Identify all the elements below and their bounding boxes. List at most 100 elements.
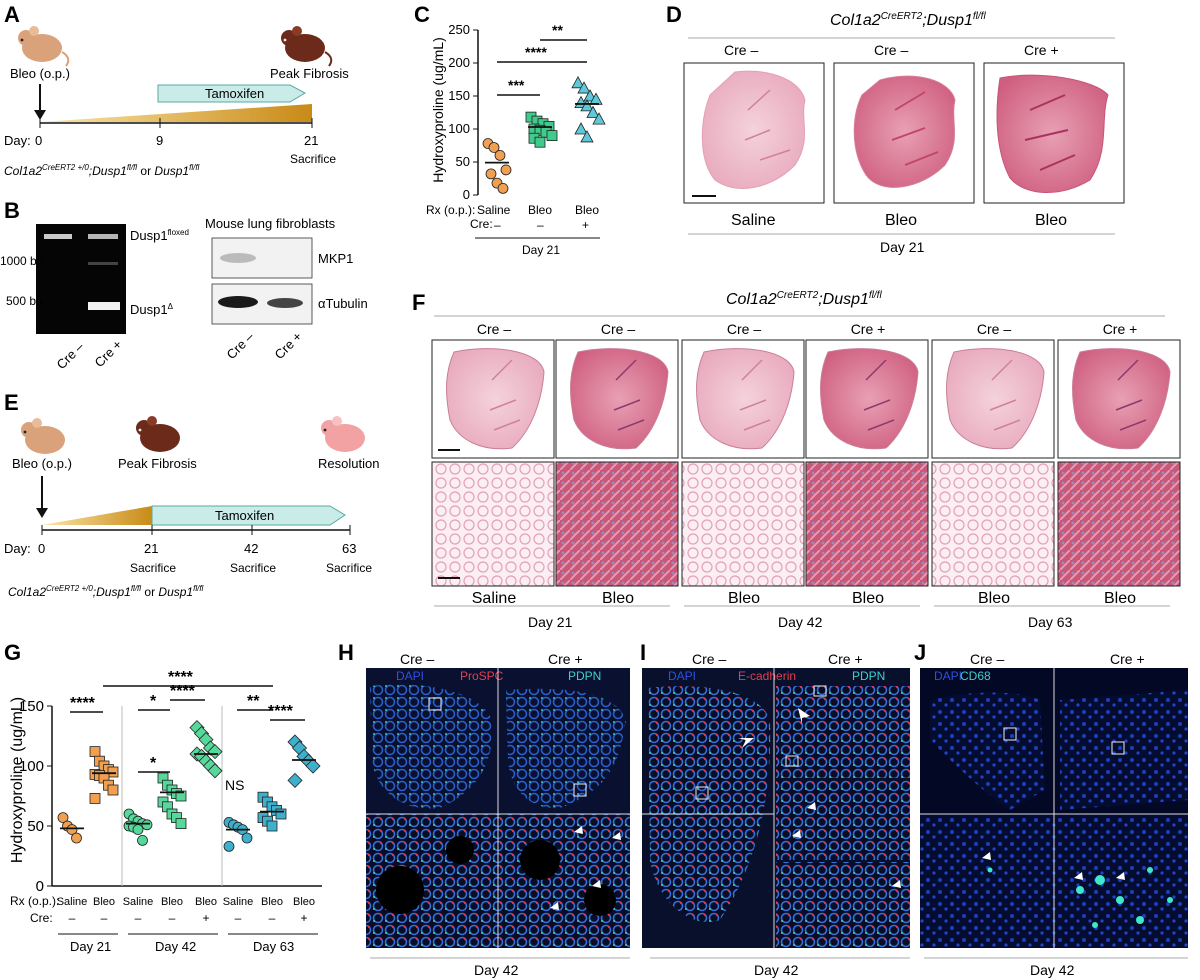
e-resolution-label: Resolution (318, 456, 379, 471)
chart-c-cre-3: + (582, 218, 589, 232)
chart-g-categories: Saline – Bleo – Saline – Bleo – Bleo + Saline – Bleo… (57, 896, 315, 925)
airway (863, 359, 895, 431)
day-9: 9 (156, 133, 163, 148)
i-day: Day 42 (754, 962, 799, 978)
data-point (132, 824, 144, 835)
wb-title: Mouse lung fibroblasts (205, 216, 336, 231)
data-point (175, 790, 187, 802)
i-col-2: Cre + (828, 651, 863, 667)
arrowhead-icon (34, 110, 46, 120)
panel-c: C Hydroxyproline (ug/mL) 0 50 100 150 200 250… (414, 2, 606, 257)
panel-e: E Bleo (o.p.) Peak Fibrosis Resolution T… (4, 390, 379, 599)
zoom-box (1003, 727, 1017, 741)
f-col-header: Cre – (977, 321, 1011, 337)
y-tick-label: 50 (456, 154, 470, 169)
airway (613, 359, 645, 431)
data-point (497, 182, 509, 194)
mouse-icon (21, 418, 65, 454)
tamoxifen-arrow (157, 84, 307, 103)
airway (989, 359, 1021, 431)
j-col-1: Cre – (970, 651, 1004, 667)
d-image-1 (683, 62, 825, 204)
cre-label: + (300, 911, 307, 925)
wb-lane-cre-pos: Cre + (272, 329, 305, 362)
e-sacrifice-1: Sacrifice (130, 561, 176, 575)
chart-c-rx-1: Saline (477, 203, 511, 217)
data-point (592, 112, 606, 125)
data-point (287, 772, 303, 788)
gel-lane-cre-neg: Cre – (54, 338, 88, 372)
rx-label: Saline (57, 896, 88, 908)
lung-section (570, 348, 669, 450)
f-day-2: Day 42 (778, 614, 823, 630)
wb-tubulin-band-2 (267, 298, 303, 308)
y-tick-label: 150 (448, 88, 470, 103)
bleo-gradient-wedge (42, 506, 152, 525)
f-col-header: Cre – (727, 321, 761, 337)
data-point (580, 99, 594, 112)
y-tick-label: 100 (19, 758, 44, 775)
arrow-icon (738, 738, 754, 748)
arrow-icon (798, 708, 810, 724)
rx-label: Saline (123, 896, 154, 908)
e-day-label: Day: (4, 541, 31, 556)
e-genotype-line: Col1a2CreERT2 +/0;Dusp1fl/fl or Dusp1fl/… (8, 584, 204, 599)
i-lung-section-1 (648, 686, 771, 922)
delta-band-label: Dusp1Δ (130, 302, 174, 317)
e-day-63: 63 (342, 541, 356, 556)
chart-c-sig: ** **** *** (497, 22, 587, 96)
f-treatment-label: Bleo (1104, 590, 1136, 607)
gel-image (36, 224, 126, 334)
cre-label: – (235, 911, 242, 925)
data-point (141, 819, 153, 831)
d-col-1: Cre – (724, 42, 758, 58)
h-stain-dapi: DAPI (396, 669, 424, 683)
j-stain-dapi: DAPI (934, 669, 962, 683)
h-stain-pdpn: PDPN (568, 669, 601, 683)
gel-band-floxed-1 (44, 234, 72, 239)
h-day: Day 42 (474, 962, 519, 978)
lung-section (946, 348, 1045, 450)
f-treatment-label: Bleo (602, 590, 634, 607)
wb-lane-cre-neg: Cre – (224, 328, 258, 362)
chart-c-day: Day 21 (522, 243, 560, 257)
sig-c-2: **** (525, 44, 547, 60)
d-treat-2: Bleo (885, 212, 917, 229)
data-point (266, 820, 278, 832)
gel-band-floxed-2 (88, 234, 118, 239)
data-point (546, 130, 558, 142)
data-point (571, 75, 585, 89)
j-day: Day 42 (1030, 962, 1075, 978)
data-point (207, 744, 223, 760)
lung-section (1072, 348, 1171, 450)
sig-c-1: ** (552, 22, 563, 38)
f-zoom-image (431, 461, 555, 587)
e-bleo-label: Bleo (o.p.) (12, 456, 72, 471)
data-point (534, 136, 546, 148)
d-image-2 (833, 62, 975, 204)
y-tick-label: 200 (448, 55, 470, 70)
chart-c-cre-label: Cre: (470, 217, 493, 231)
airspace (520, 840, 560, 880)
gel-band-faint (88, 262, 118, 265)
data-point (89, 746, 101, 757)
rx-label: Saline (223, 896, 254, 908)
h-lung-section-1 (370, 684, 493, 809)
h-stain-prospc: ProSPC (460, 669, 504, 683)
airway (739, 359, 771, 431)
f-zoom-image (805, 461, 929, 587)
mouse-dark-icon (136, 416, 180, 452)
f-col-header: Cre – (601, 321, 635, 337)
sig-c-3: *** (508, 77, 525, 93)
i-stain-ecad: E-cadherin (738, 669, 796, 683)
data-point (223, 841, 235, 852)
data-point (305, 758, 321, 774)
sig-g-3: * (150, 693, 157, 710)
data-point (488, 142, 500, 153)
airspace (376, 866, 424, 914)
wb-label-tubulin: αTubulin (318, 296, 368, 311)
data-point (137, 835, 148, 846)
sig-g-2: **** (70, 695, 96, 712)
rx-label: Bleo (293, 896, 315, 908)
chart-g-ylabel: Hydroxyproline (ug/mL) (9, 697, 26, 863)
